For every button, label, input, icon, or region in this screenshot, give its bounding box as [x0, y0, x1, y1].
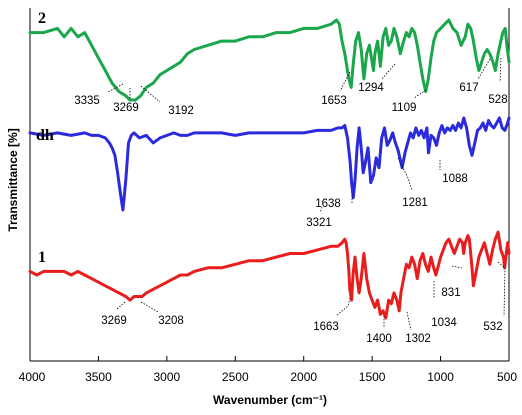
x-tick-label: 1500: [359, 370, 386, 384]
leader-line: [140, 85, 161, 103]
leader-line: [319, 206, 323, 214]
plot-frame: [29, 8, 510, 362]
x-axis-title: Wavenumber (cm⁻¹): [213, 393, 327, 407]
leader-line: [140, 301, 159, 313]
x-tick-label: 500: [497, 370, 517, 384]
series-line-1: [28, 230, 511, 320]
peak-label: 1400: [366, 333, 392, 345]
peak-label: 1088: [442, 173, 468, 185]
series-line-dh: [28, 116, 511, 212]
peak-label: 3321: [306, 217, 332, 229]
x-tick-label: 3500: [85, 370, 112, 384]
leader-line: [406, 311, 412, 331]
y-axis-title: Transmittance [%]: [6, 128, 20, 231]
leader-line: [499, 57, 502, 83]
peak-label: 1034: [431, 317, 457, 329]
series-line-2: [28, 18, 511, 102]
series-label-1: 1: [38, 249, 46, 266]
leader-line: [497, 261, 506, 317]
peak-label: 831: [441, 287, 460, 299]
peak-label: 1294: [358, 82, 384, 94]
x-tick-label: 3000: [154, 370, 181, 384]
spectra: [28, 18, 511, 320]
peak-label: 1638: [315, 198, 341, 210]
x-tick-label: 2500: [222, 370, 249, 384]
x-ticks: [29, 356, 510, 361]
leader-line: [413, 89, 427, 99]
leader-line: [381, 63, 396, 80]
peak-leaders: [107, 57, 506, 331]
series-labels: 2 dh 1: [36, 10, 54, 266]
peak-label: 3335: [74, 95, 100, 107]
peak-labels: 3335 3269 3192 1653 1294 1109 617 528 33…: [74, 82, 507, 345]
series-label-dh: dh: [36, 127, 54, 144]
peak-label: 617: [459, 82, 478, 94]
leader-line: [115, 301, 126, 311]
peak-label: 532: [483, 321, 502, 333]
x-tick-label: 4000: [19, 370, 46, 384]
peak-label: 1281: [402, 197, 428, 209]
peak-label: 1109: [392, 102, 417, 114]
x-tick-label: 1000: [427, 370, 454, 384]
series-label-2: 2: [38, 10, 46, 27]
peak-label: 528: [488, 94, 507, 106]
x-tick-label: 2000: [290, 370, 317, 384]
leader-line: [477, 58, 491, 80]
peak-label: 3269: [101, 315, 127, 327]
peak-label: 3269: [113, 102, 139, 114]
peak-label: 1302: [405, 333, 431, 345]
leader-line: [451, 265, 463, 269]
x-tick-labels: 4000 3500 3000 2500 2000 1500 1000 500: [19, 370, 518, 384]
leader-line: [339, 71, 351, 92]
peak-label: 3208: [158, 315, 184, 327]
leader-line: [335, 297, 351, 317]
leader-line: [397, 157, 413, 191]
peak-label: 3192: [168, 105, 194, 117]
peak-label: 1663: [313, 321, 339, 333]
peak-label: 1653: [321, 95, 347, 107]
